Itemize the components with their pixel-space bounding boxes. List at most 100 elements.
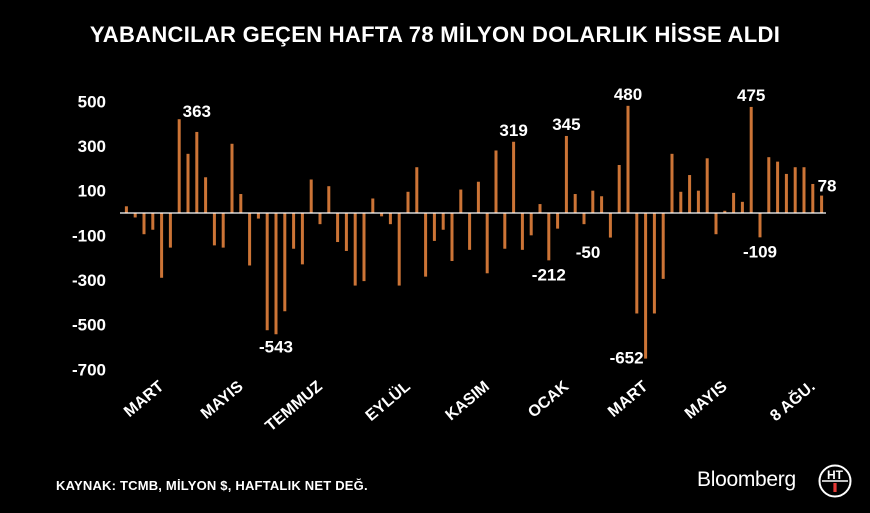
bar (714, 213, 718, 235)
data-label: 78 (818, 177, 837, 196)
y-tick-label: -700 (72, 360, 106, 379)
bar (177, 119, 181, 213)
x-tick-label: MAYIS (198, 378, 247, 423)
bar (608, 213, 612, 238)
bar (230, 143, 234, 213)
bar (450, 213, 454, 262)
bar (547, 213, 551, 261)
bar (327, 186, 331, 213)
bar (256, 213, 260, 219)
bar (212, 213, 216, 246)
bar (388, 213, 392, 225)
bar (160, 213, 164, 278)
bar (283, 213, 287, 312)
bar (626, 105, 630, 213)
bar (784, 173, 788, 213)
data-label: -543 (259, 337, 293, 356)
data-label: -50 (576, 243, 601, 262)
bar (529, 213, 533, 236)
data-label: -212 (532, 265, 566, 284)
bar (652, 213, 656, 314)
bar (705, 158, 709, 213)
bloomberg-logo: Bloomberg (697, 468, 796, 491)
bar (265, 213, 269, 331)
ht-logo-text: HT (827, 468, 844, 482)
x-tick-label: EYLÜL (361, 376, 414, 424)
bar (415, 167, 419, 213)
y-tick-label: -100 (72, 226, 106, 245)
bars (124, 105, 824, 359)
bar (353, 213, 357, 286)
bar (292, 213, 296, 249)
y-tick-label: -300 (72, 271, 106, 290)
bar (186, 153, 190, 213)
bar (811, 183, 815, 213)
x-axis-ticks: MART MAYIS TEMMUZ EYLÜL KASIM OCAK MART MAYIS 8 … (121, 376, 819, 435)
y-tick-label: 500 (78, 92, 106, 111)
bar (732, 192, 736, 213)
data-label: -652 (610, 349, 644, 368)
bar (538, 204, 542, 213)
bar (248, 213, 252, 266)
bar (776, 161, 780, 213)
bar (520, 213, 524, 250)
bar (679, 191, 683, 213)
bar (468, 213, 472, 250)
source-note: KAYNAK: TCMB, MİLYON $, HAFTALIK NET DEĞ… (56, 478, 368, 493)
y-tick-label: 100 (78, 182, 106, 201)
bar (336, 213, 340, 243)
bar (600, 196, 604, 213)
data-labels: 363 -543 319 -212 345 -50 480 -652 475 -109 78 (183, 85, 837, 368)
bar (503, 213, 507, 249)
bar (441, 213, 445, 230)
bar (758, 213, 762, 238)
bar (362, 213, 366, 282)
bar (318, 213, 322, 225)
bar (644, 213, 648, 359)
data-label: 319 (499, 121, 527, 140)
bar (740, 201, 744, 213)
bar (195, 131, 199, 213)
bar (274, 213, 278, 335)
bar (204, 177, 208, 213)
bar (309, 179, 313, 213)
bar (406, 191, 410, 213)
bar (573, 194, 577, 213)
bar (749, 106, 753, 213)
y-tick-label: -500 (72, 316, 106, 335)
bar (556, 213, 560, 229)
bar (424, 213, 428, 277)
data-label: 475 (737, 86, 765, 105)
bar (670, 153, 674, 213)
bar (767, 157, 771, 214)
bar (221, 213, 225, 248)
bar (696, 190, 700, 213)
data-label: 363 (183, 102, 211, 121)
bar (661, 213, 665, 279)
bar (133, 213, 137, 218)
bar (344, 213, 348, 251)
x-tick-label: MAYIS (682, 378, 731, 423)
bar (380, 213, 384, 217)
bar (459, 189, 463, 213)
bar (793, 167, 797, 213)
x-tick-label: KASIM (443, 378, 493, 424)
chart-title: YABANCILAR GEÇEN HAFTA 78 MİLYON DOLARLI… (89, 22, 781, 47)
bar (239, 194, 243, 213)
bar (142, 213, 146, 235)
bar (688, 175, 692, 213)
y-tick-label: 300 (78, 137, 106, 156)
bar (124, 206, 128, 213)
bar (476, 181, 480, 213)
bar (802, 167, 806, 213)
bar (151, 213, 155, 230)
bar (512, 141, 516, 213)
x-tick-label: 8 AĞU. (766, 377, 819, 425)
bar (397, 213, 401, 286)
bar (300, 213, 304, 265)
bar (494, 150, 498, 213)
x-tick-label: MART (121, 378, 168, 421)
bar (371, 198, 375, 213)
bar (635, 213, 639, 314)
